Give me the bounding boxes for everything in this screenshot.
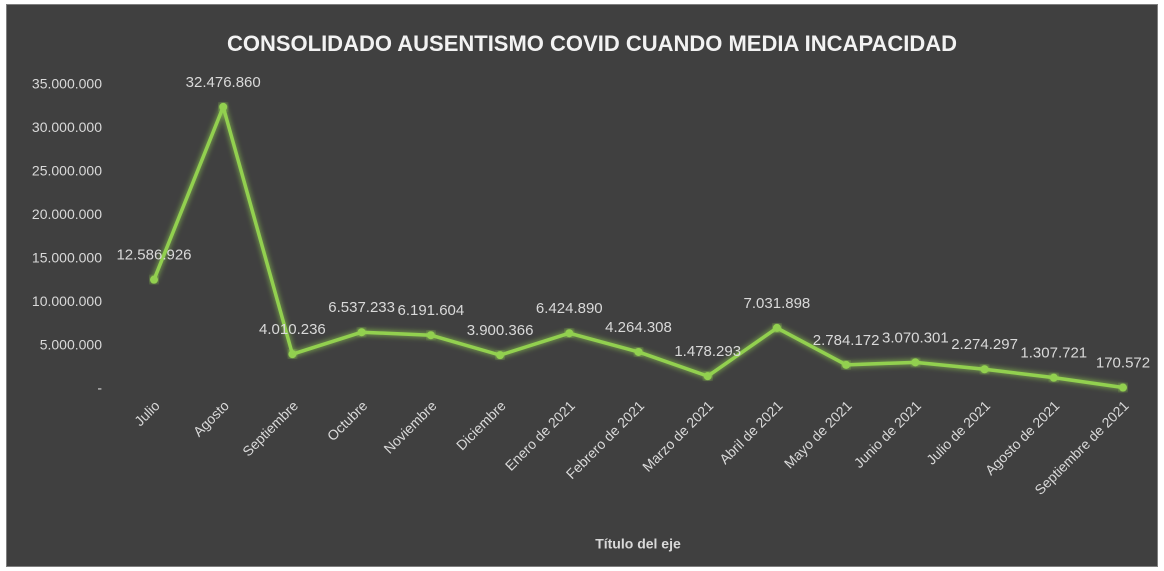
data-point [911,358,920,367]
data-label: 6.424.890 [536,300,603,317]
data-point [219,102,228,111]
y-tick-label: 30.000.000 [32,119,102,135]
data-point [703,372,712,381]
data-point [357,328,366,337]
data-point [842,360,851,369]
y-tick-label: 25.000.000 [32,163,102,179]
data-label: 4.010.236 [259,321,326,338]
data-label: 6.537.233 [328,299,395,316]
y-tick-label: 5.000.000 [40,336,102,352]
data-label: 1.307.721 [1020,345,1087,362]
data-label: 12.586.926 [116,247,191,264]
y-tick-label: 15.000.000 [32,249,102,265]
data-point [980,365,989,374]
y-tick-label: 35.000.000 [32,76,102,92]
data-label: 4.264.308 [605,319,672,336]
data-point [772,323,781,332]
y-tick-label: 10.000.000 [32,293,102,309]
data-point [496,351,505,360]
data-label: 2.784.172 [813,332,880,349]
data-point [1049,373,1058,382]
data-point [288,350,297,359]
x-axis-title: Título del eje [595,536,681,552]
data-point [1119,383,1127,392]
data-point [565,329,574,338]
data-point [426,331,435,340]
data-label: 32.476.860 [186,74,261,91]
chart-title: CONSOLIDADO AUSENTISMO COVID CUANDO MEDI… [227,31,957,56]
data-label: 6.191.604 [397,302,464,319]
y-tick-label: - [97,380,102,396]
data-point [634,347,643,356]
chart-background [6,4,1158,567]
data-point [150,275,158,284]
data-label: 170.572 [1096,354,1150,371]
data-label: 3.070.301 [882,329,949,346]
data-label: 7.031.898 [744,295,811,312]
data-label: 2.274.297 [951,336,1018,353]
data-label: 3.900.366 [467,322,534,339]
y-tick-label: 20.000.000 [32,206,102,222]
data-label: 1.478.293 [674,343,741,360]
